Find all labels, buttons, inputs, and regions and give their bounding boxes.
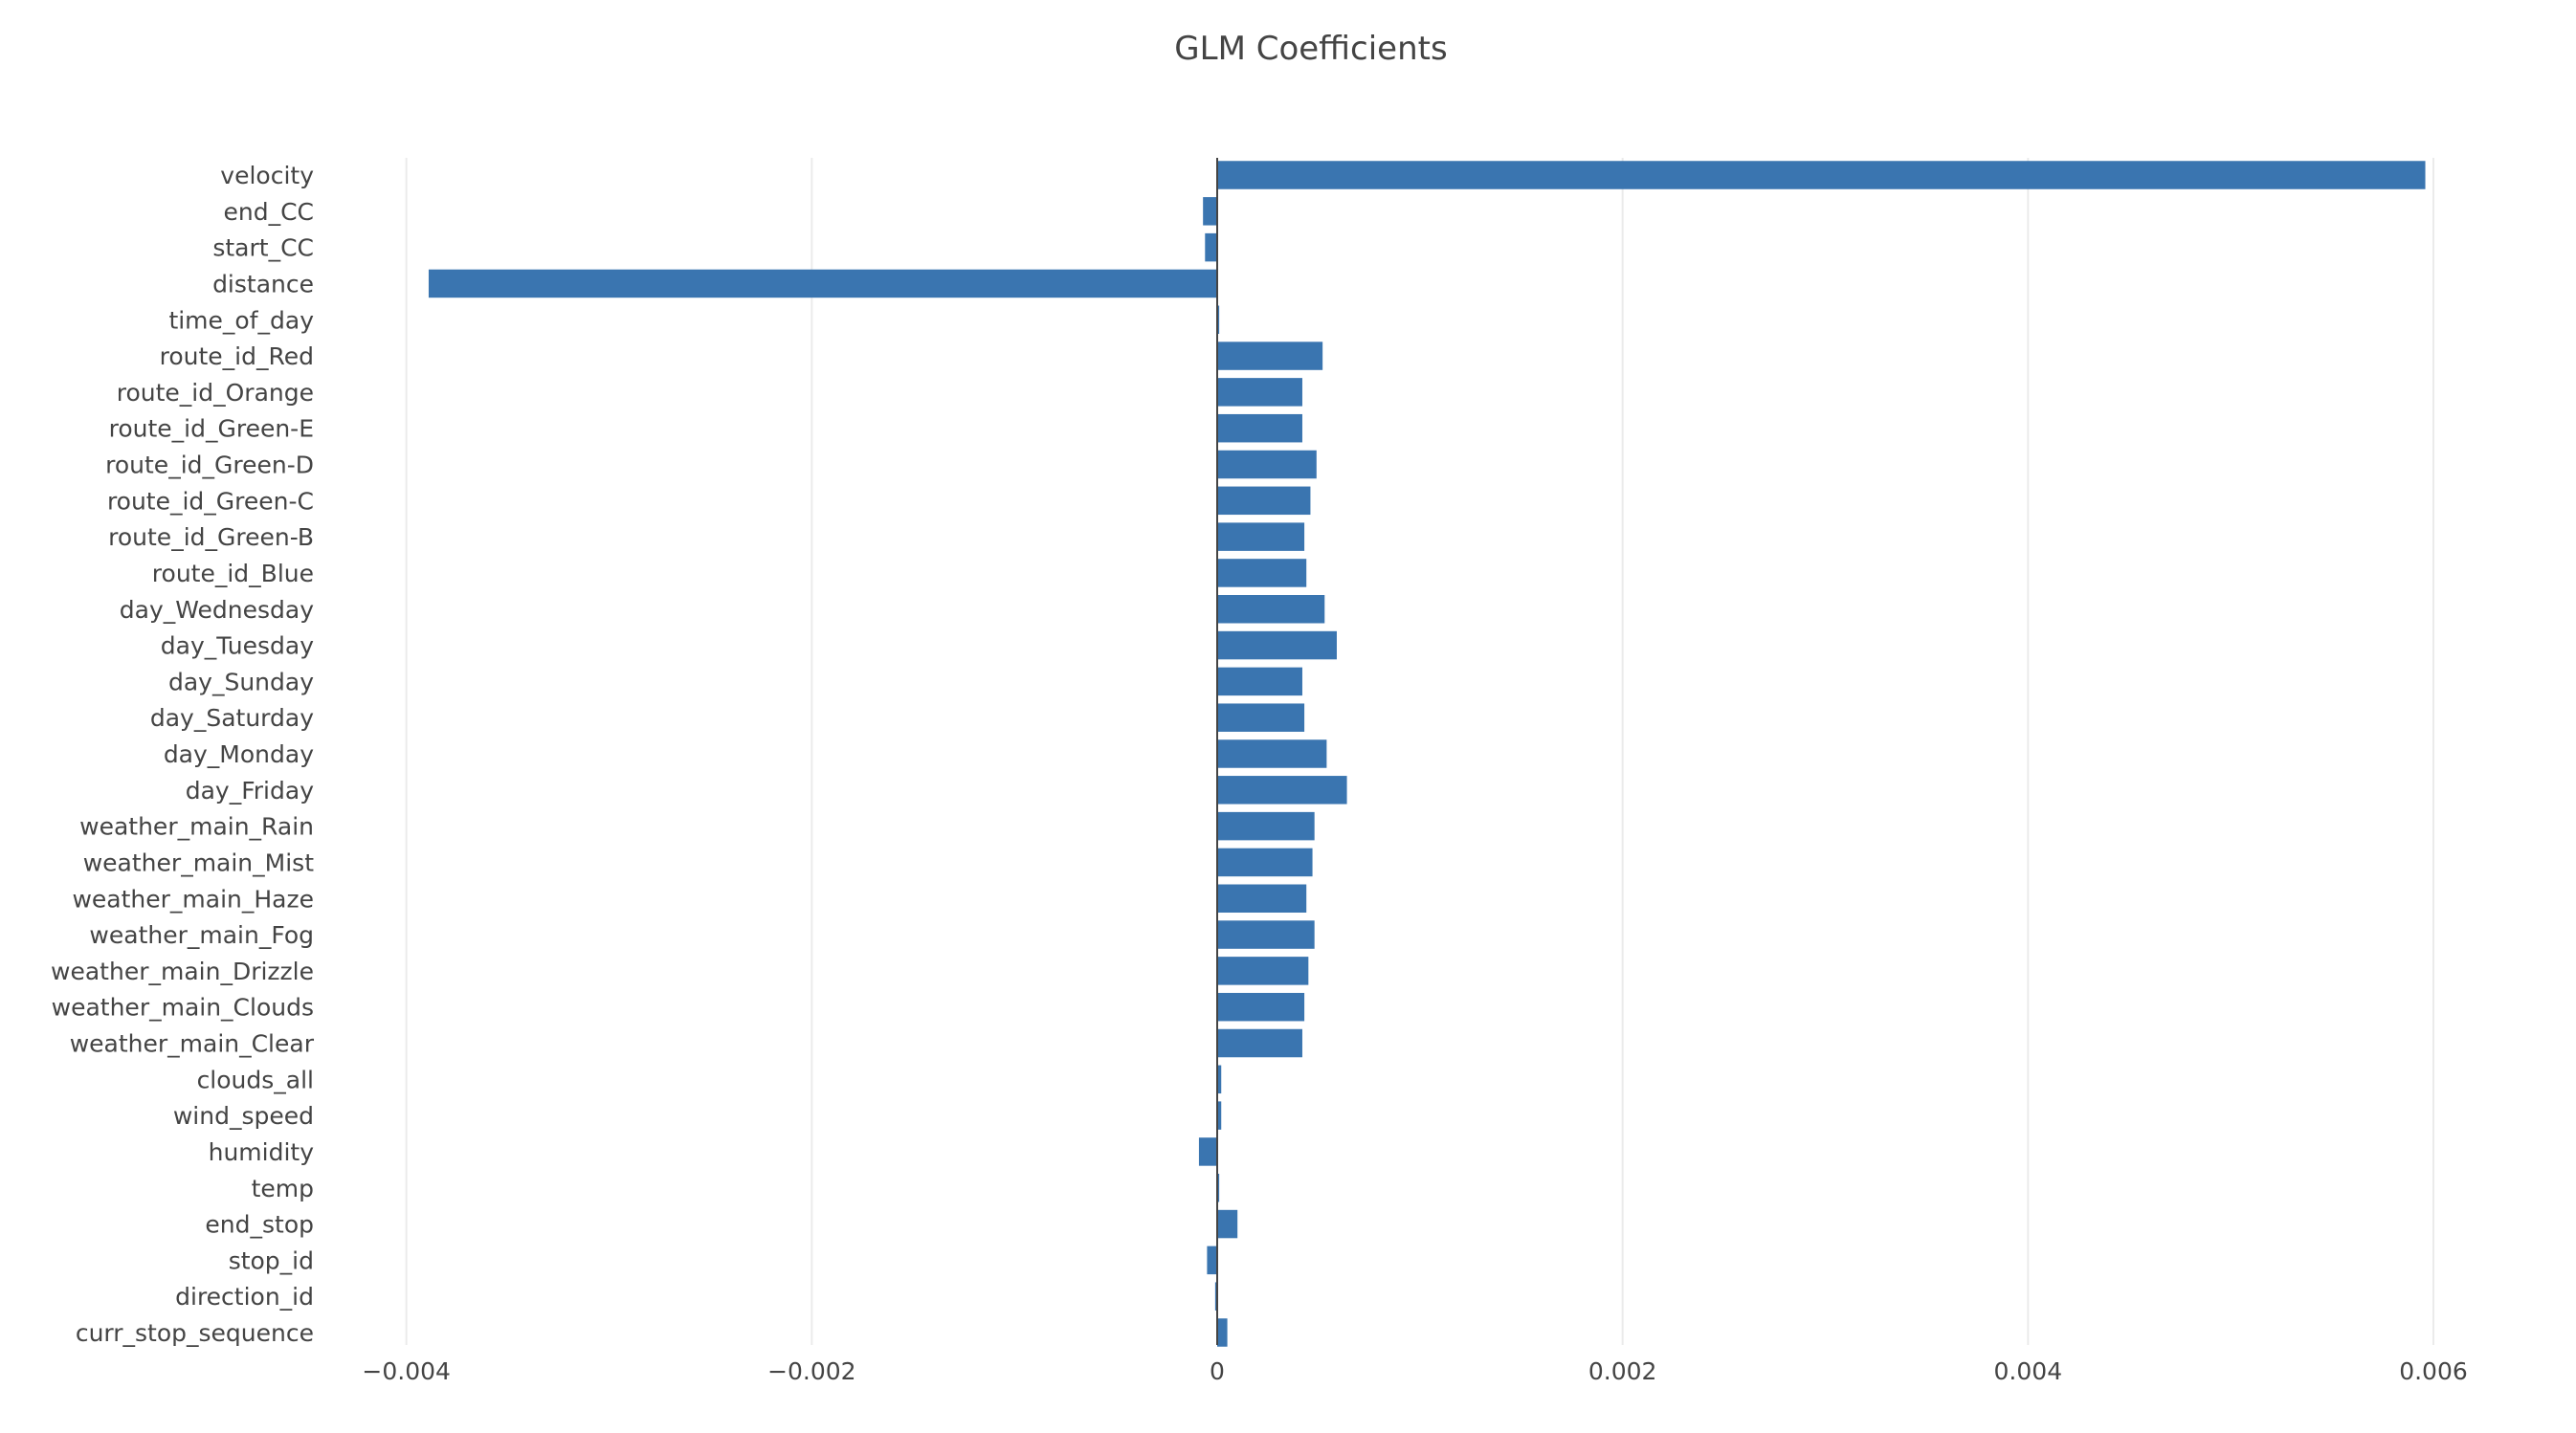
- bar-weather_main_Mist: [1217, 848, 1313, 877]
- y-tick-label: weather_main_Clear: [70, 1030, 315, 1058]
- bar-day_Monday: [1217, 739, 1327, 768]
- y-tick-label: weather_main_Haze: [72, 885, 314, 913]
- y-tick-label: route_id_Green-B: [108, 523, 314, 551]
- bar-wind_speed: [1217, 1101, 1222, 1130]
- y-tick-label: clouds_all: [197, 1066, 314, 1093]
- bar-day_Tuesday: [1217, 630, 1337, 660]
- y-tick-label: route_id_Green-C: [107, 487, 314, 515]
- chart-title: GLM Coefficients: [1174, 30, 1447, 68]
- bar-humidity: [1198, 1137, 1217, 1166]
- bars: [428, 161, 2426, 1347]
- bar-weather_main_Rain: [1217, 811, 1315, 841]
- bar-route_id_Green-E: [1217, 413, 1302, 443]
- bar-end_stop: [1217, 1209, 1238, 1239]
- bar-route_id_Green-D: [1217, 450, 1317, 479]
- y-tick-label: route_id_Red: [160, 342, 314, 370]
- bar-weather_main_Drizzle: [1217, 957, 1309, 985]
- x-axis-tick-labels: −0.004 −0.002 0 0.002 0.004 0.006: [362, 1357, 2467, 1385]
- y-tick-label: distance: [212, 270, 314, 298]
- y-tick-label: velocity: [220, 162, 314, 189]
- y-tick-label: day_Monday: [164, 740, 314, 768]
- bar-clouds_all: [1217, 1065, 1222, 1094]
- bar-day_Wednesday: [1217, 595, 1325, 624]
- x-tick-label: 0.006: [2399, 1357, 2468, 1385]
- y-tick-label: end_stop: [205, 1211, 314, 1239]
- y-tick-label: day_Tuesday: [161, 632, 314, 660]
- bar-weather_main_Fog: [1217, 920, 1315, 949]
- bar-distance: [428, 269, 1217, 298]
- y-tick-label: time_of_day: [168, 306, 314, 334]
- bar-route_id_Green-B: [1217, 522, 1305, 551]
- y-tick-label: curr_stop_sequence: [76, 1319, 314, 1347]
- y-tick-label: wind_speed: [173, 1102, 314, 1130]
- y-tick-label: start_CC: [212, 234, 314, 262]
- x-tick-label: 0: [1210, 1357, 1225, 1385]
- y-tick-label: route_id_Blue: [152, 560, 314, 587]
- bar-direction_id: [1214, 1282, 1217, 1311]
- x-tick-label: 0.002: [1588, 1357, 1657, 1385]
- y-tick-label: day_Sunday: [168, 668, 314, 695]
- y-tick-label: temp: [252, 1175, 314, 1202]
- y-tick-label: stop_id: [229, 1246, 314, 1274]
- x-tick-label: −0.004: [362, 1357, 451, 1385]
- x-tick-label: 0.004: [1994, 1357, 2063, 1385]
- bar-route_id_Red: [1217, 342, 1323, 370]
- bar-weather_main_Clear: [1217, 1028, 1302, 1058]
- bar-stop_id: [1207, 1246, 1217, 1275]
- y-tick-label: route_id_Green-D: [105, 452, 314, 479]
- y-tick-label: day_Friday: [186, 777, 314, 805]
- y-tick-label: day_Wednesday: [120, 596, 314, 624]
- y-tick-label: route_id_Green-E: [109, 415, 314, 443]
- y-tick-label: weather_main_Fog: [89, 921, 314, 949]
- bar-route_id_Orange: [1217, 378, 1302, 407]
- y-tick-label: weather_main_Clouds: [52, 994, 314, 1022]
- bar-end_CC: [1203, 197, 1217, 226]
- y-tick-label: end_CC: [223, 198, 314, 226]
- bar-weather_main_Haze: [1217, 884, 1307, 913]
- bar-day_Saturday: [1217, 703, 1305, 732]
- bar-start_CC: [1205, 232, 1217, 262]
- bar-velocity: [1217, 161, 2426, 189]
- bar-temp: [1217, 1174, 1220, 1202]
- y-axis-tick-labels: velocity end_CC start_CC distance time_of_da…: [51, 162, 315, 1347]
- x-tick-label: −0.002: [767, 1357, 856, 1385]
- y-tick-label: weather_main_Drizzle: [51, 958, 314, 985]
- y-tick-label: weather_main_Rain: [79, 813, 314, 841]
- bar-weather_main_Clouds: [1217, 992, 1305, 1022]
- bar-day_Sunday: [1217, 667, 1302, 696]
- y-tick-label: weather_main_Mist: [83, 849, 314, 876]
- y-tick-label: direction_id: [175, 1283, 314, 1311]
- bar-route_id_Blue: [1217, 559, 1307, 587]
- bar-time_of_day: [1217, 305, 1220, 334]
- y-tick-label: route_id_Orange: [117, 379, 314, 407]
- y-tick-label: humidity: [209, 1138, 315, 1166]
- gridlines: [405, 158, 2434, 1345]
- bar-day_Friday: [1217, 776, 1347, 805]
- bar-curr_stop_sequence: [1217, 1318, 1228, 1347]
- bar-route_id_Green-C: [1217, 486, 1311, 516]
- y-tick-label: day_Saturday: [150, 704, 314, 732]
